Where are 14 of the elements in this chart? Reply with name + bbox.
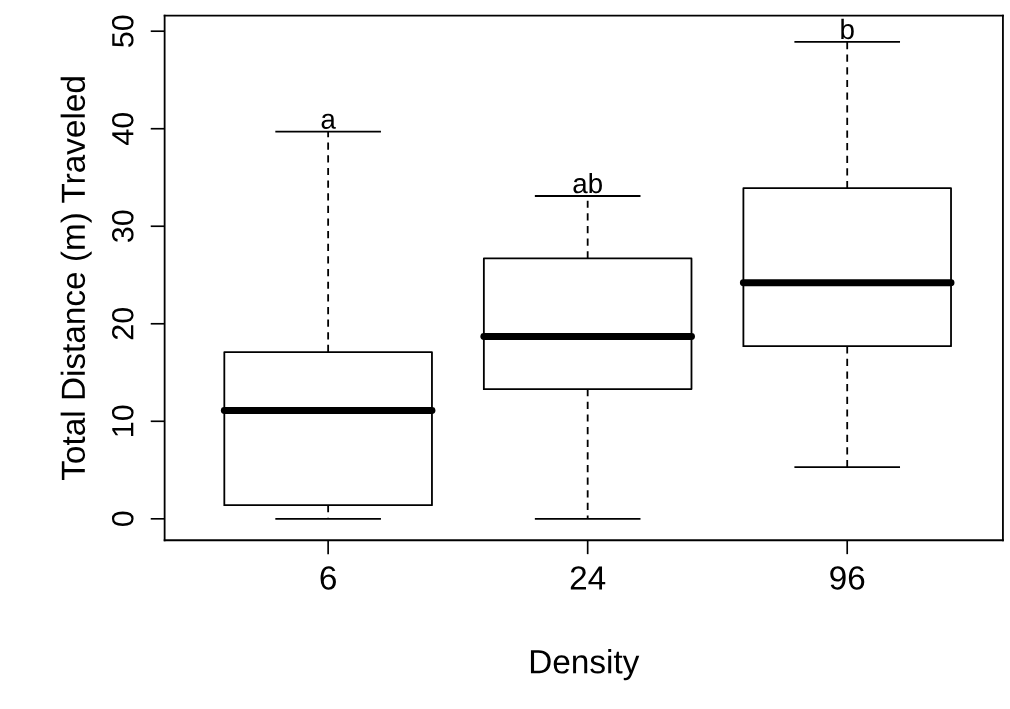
annotation: ab xyxy=(573,172,602,194)
annotation: a xyxy=(321,113,336,129)
y-tick-label: 10 xyxy=(111,405,134,436)
y-tick-label: 0 xyxy=(111,511,134,527)
y-tick-label: 40 xyxy=(111,112,134,146)
y-tick-label: 50 xyxy=(111,15,134,47)
x-axis-title: Density xyxy=(530,649,640,681)
y-tick-label: 30 xyxy=(111,210,134,243)
x-tick-label: 24 xyxy=(570,566,606,590)
annotation: b xyxy=(841,18,854,40)
y-axis-title: Total Distance (m) Traveled xyxy=(60,77,92,481)
x-tick-label: 6 xyxy=(320,566,336,590)
x-tick-label: 96 xyxy=(830,566,865,590)
y-tick-label: 20 xyxy=(111,307,134,340)
